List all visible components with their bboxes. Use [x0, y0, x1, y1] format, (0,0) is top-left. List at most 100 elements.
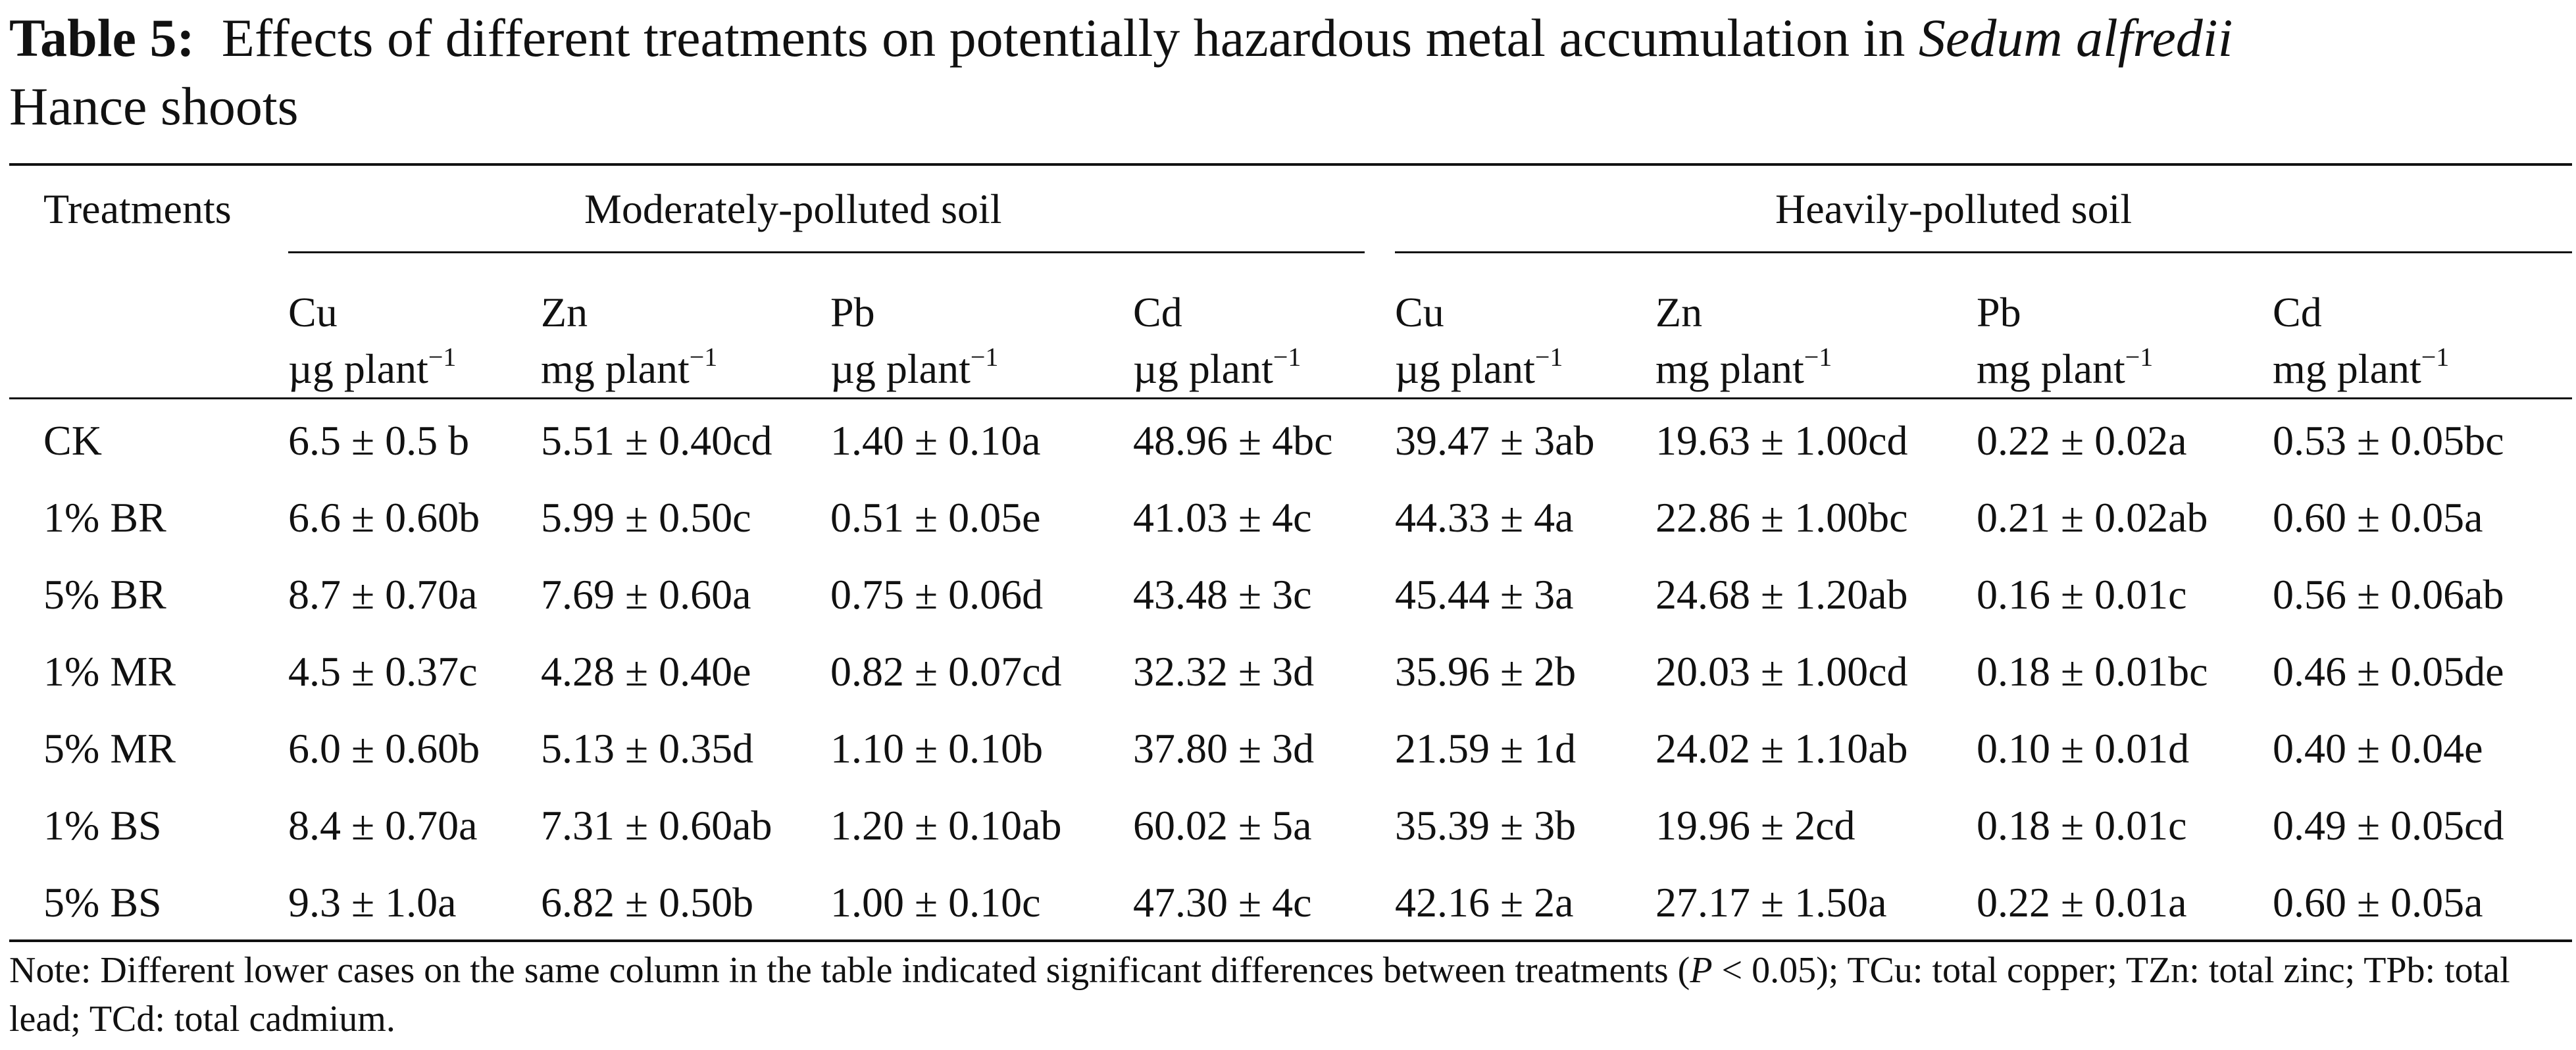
- unit-exponent: −1: [2421, 342, 2450, 372]
- table-cell: 6.6 ± 0.60b: [288, 494, 480, 541]
- column-unit: µg plant−1: [830, 341, 998, 397]
- table-cell: 0.82 ± 0.07cd: [830, 648, 1062, 695]
- table-cell: 9.3 ± 1.0a: [288, 879, 457, 926]
- table-cell: 19.96 ± 2cd: [1655, 802, 1856, 849]
- table-cell: 7.69 ± 0.60a: [541, 571, 751, 618]
- top-rule: [9, 163, 2572, 166]
- row-treatment: 1% BS: [43, 802, 162, 849]
- column-element: Zn: [541, 289, 588, 336]
- column-element: Cd: [2273, 289, 2322, 336]
- unit-text: mg plant: [1655, 345, 1804, 392]
- table-cell: 45.44 ± 3a: [1395, 571, 1574, 618]
- unit-exponent: −1: [428, 342, 457, 372]
- unit-text: µg plant: [830, 345, 971, 392]
- column-header: Cu µg plant−1: [1395, 284, 1563, 397]
- table-cell: 6.5 ± 0.5 b: [288, 417, 470, 464]
- table-cell: 0.10 ± 0.01d: [1977, 725, 2190, 772]
- table-cell: 24.68 ± 1.20ab: [1655, 571, 1908, 618]
- note-text: Note: Different lower cases on the same …: [9, 950, 1690, 991]
- table-cell: 43.48 ± 3c: [1133, 571, 1312, 618]
- column-header: Zn mg plant−1: [1655, 284, 1832, 397]
- table-cell: 1.10 ± 0.10b: [830, 725, 1044, 772]
- unit-exponent: −1: [689, 342, 718, 372]
- table-cell: 24.02 ± 1.10ab: [1655, 725, 1908, 772]
- table-cell: 0.18 ± 0.01bc: [1977, 648, 2208, 695]
- column-element: Cd: [1133, 289, 1182, 336]
- row-treatment: 1% BR: [43, 494, 166, 541]
- column-header: Cd mg plant−1: [2273, 284, 2449, 397]
- column-element: Cu: [288, 289, 338, 336]
- unit-exponent: −1: [1534, 342, 1563, 372]
- table-cell: 60.02 ± 5a: [1133, 802, 1312, 849]
- bottom-rule: [9, 939, 2572, 942]
- caption-species: Sedum alfredii: [1918, 8, 2233, 68]
- table-cell: 35.96 ± 2b: [1395, 648, 1577, 695]
- note-p-symbol: P: [1690, 950, 1713, 991]
- table-cell: 0.16 ± 0.01c: [1977, 571, 2187, 618]
- unit-text: mg plant: [1977, 345, 2125, 392]
- table-cell: 0.22 ± 0.01a: [1977, 879, 2187, 926]
- caption-text: Effects of different treatments on poten…: [221, 8, 1906, 68]
- column-element: Pb: [1977, 289, 2021, 336]
- table-cell: 0.46 ± 0.05de: [2273, 648, 2504, 695]
- column-unit: µg plant−1: [1133, 341, 1301, 397]
- table-cell: 0.75 ± 0.06d: [830, 571, 1044, 618]
- row-treatment: CK: [43, 417, 102, 464]
- column-header: Pb mg plant−1: [1977, 284, 2153, 397]
- table-cell: 7.31 ± 0.60ab: [541, 802, 772, 849]
- group-rule-moderate: [288, 251, 1365, 253]
- table-cell: 1.00 ± 0.10c: [830, 879, 1041, 926]
- caption-text-end: Hance shoots: [9, 76, 299, 136]
- column-header: Cd µg plant−1: [1133, 284, 1301, 397]
- table-cell: 6.0 ± 0.60b: [288, 725, 480, 772]
- unit-exponent: −1: [970, 342, 999, 372]
- header-group-heavy: Heavily-polluted soil: [1775, 186, 2133, 232]
- table-cell: 0.56 ± 0.06ab: [2273, 571, 2504, 618]
- row-treatment: 5% BS: [43, 879, 162, 926]
- column-element: Zn: [1655, 289, 1703, 336]
- table-cell: 48.96 ± 4bc: [1133, 417, 1333, 464]
- table-cell: 39.47 ± 3ab: [1395, 417, 1595, 464]
- unit-exponent: −1: [1804, 342, 1832, 372]
- table-cell: 0.60 ± 0.05a: [2273, 494, 2483, 541]
- table-cell: 1.40 ± 0.10a: [830, 417, 1041, 464]
- unit-exponent: −1: [2125, 342, 2154, 372]
- column-element: Cu: [1395, 289, 1444, 336]
- table-cell: 0.51 ± 0.05e: [830, 494, 1041, 541]
- table-cell: 8.4 ± 0.70a: [288, 802, 478, 849]
- column-element: Pb: [830, 289, 875, 336]
- group-rule-heavy: [1395, 251, 2572, 253]
- table-cell: 5.51 ± 0.40cd: [541, 417, 772, 464]
- unit-exponent: −1: [1273, 342, 1301, 372]
- column-unit: mg plant−1: [2273, 341, 2449, 397]
- column-unit: µg plant−1: [1395, 341, 1563, 397]
- table-cell: 0.21 ± 0.02ab: [1977, 494, 2208, 541]
- table-cell: 41.03 ± 4c: [1133, 494, 1312, 541]
- header-group-moderate: Moderately-polluted soil: [584, 186, 1002, 232]
- table-cell: 0.53 ± 0.05bc: [2273, 417, 2504, 464]
- table-cell: 20.03 ± 1.00cd: [1655, 648, 1908, 695]
- table-cell: 19.63 ± 1.00cd: [1655, 417, 1908, 464]
- unit-text: µg plant: [1133, 345, 1273, 392]
- column-header: Cu µg plant−1: [288, 284, 456, 397]
- header-bottom-rule: [9, 397, 2572, 399]
- table-cell: 35.39 ± 3b: [1395, 802, 1577, 849]
- table-cell: 0.60 ± 0.05a: [2273, 879, 2483, 926]
- column-header: Pb µg plant−1: [830, 284, 998, 397]
- table-caption: Table 5: Effects of different treatments…: [9, 4, 2569, 141]
- table-cell: 32.32 ± 3d: [1133, 648, 1315, 695]
- unit-text: µg plant: [1395, 345, 1535, 392]
- table-cell: 8.7 ± 0.70a: [288, 571, 478, 618]
- row-treatment: 1% MR: [43, 648, 176, 695]
- table-note: Note: Different lower cases on the same …: [9, 946, 2572, 1043]
- table-cell: 6.82 ± 0.50b: [541, 879, 754, 926]
- table-cell: 0.18 ± 0.01c: [1977, 802, 2187, 849]
- table-cell: 4.5 ± 0.37c: [288, 648, 478, 695]
- column-header: Zn mg plant−1: [541, 284, 717, 397]
- unit-text: mg plant: [541, 345, 690, 392]
- note-text-end: < 0.05); TCu: total copper; TZn: total z…: [9, 950, 2510, 1039]
- table-cell: 42.16 ± 2a: [1395, 879, 1574, 926]
- column-unit: mg plant−1: [1977, 341, 2153, 397]
- table-cell: 22.86 ± 1.00bc: [1655, 494, 1908, 541]
